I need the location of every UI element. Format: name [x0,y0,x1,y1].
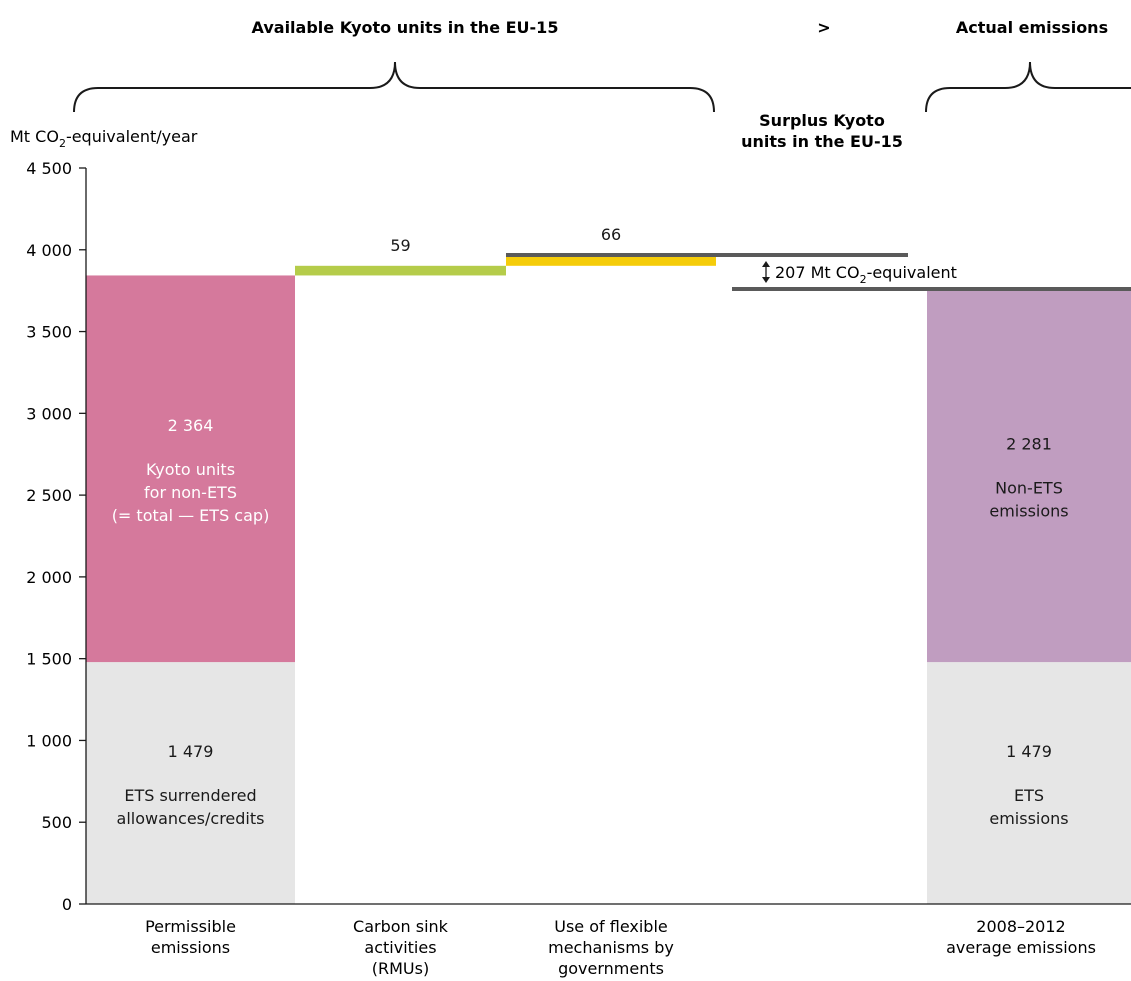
segment-description-label: emissions [989,502,1068,521]
y-tick-label: 2 000 [26,568,72,587]
segment-value-label: 1 479 [168,742,214,761]
x-axis: Permissible emissions Carbon sink activitie… [86,903,1131,978]
surplus-title-line2: units in the EU-15 [741,132,903,151]
segment-description-label: allowances/credits [117,809,265,828]
x-category-label: emissions [151,938,230,957]
surplus-title-line1: Surplus Kyoto [759,111,885,130]
segment-value-label: 59 [390,236,410,255]
brace-available [73,61,715,113]
x-category-label: Use of flexible [554,917,667,936]
surplus-arrow-head-bottom [762,277,770,284]
surplus-annotation: 207 Mt CO2-equivalent [762,261,957,286]
y-tick-label: 1 000 [26,731,72,750]
segment-description-label: Kyoto units [146,460,235,479]
x-category-label: Permissible [145,917,236,936]
y-axis-label: Mt CO2-equivalent/year [10,127,198,150]
segment-description-label: ETS surrendered [124,786,256,805]
header-greater-than: > [817,18,830,37]
bar-segment-1 [86,275,295,663]
bar-segment-3 [506,255,716,266]
surplus-label: 207 Mt CO2-equivalent [775,263,957,286]
segment-description-label: for non-ETS [144,483,237,502]
x-category-label: governments [558,959,664,978]
bar-segment-0 [86,662,295,904]
y-tick-label: 500 [41,813,72,832]
surplus-arrow-head-top [762,261,770,268]
y-tick-label: 2 500 [26,486,72,505]
segment-description-label: (= total — ETS cap) [112,506,270,525]
y-tick-label: 4 500 [26,159,72,178]
y-tick-label: 0 [62,895,72,914]
y-axis: 0 500 1 000 1 500 2 000 2 500 3 000 3 500 4 000 4… [26,159,87,914]
y-tick-label: 3 000 [26,404,72,423]
x-category-label: mechanisms by [548,938,674,957]
segment-description-label: emissions [989,809,1068,828]
header-actual: Actual emissions [956,18,1108,37]
bar-segment-5 [927,289,1131,663]
segment-description-label: Non-ETS [995,479,1063,498]
segment-description-label: ETS [1014,786,1044,805]
y-tick-label: 3 500 [26,323,72,342]
plot-area: 1 479 ETS surrendered allowances/credits 2 … [86,225,1131,904]
segment-value-label: 1 479 [1006,742,1052,761]
header-available: Available Kyoto units in the EU-15 [252,18,559,37]
x-category-label: (RMUs) [372,959,429,978]
brace-actual [925,61,1131,113]
y-tick-label: 4 000 [26,241,72,260]
x-category-label: Carbon sink [353,917,449,936]
bar-segment-4 [927,662,1131,904]
x-category-label: average emissions [946,938,1096,957]
segment-value-label: 2 281 [1006,435,1052,454]
segment-value-label: 2 364 [168,416,214,435]
x-category-label: 2008–2012 [976,917,1065,936]
segment-value-label: 66 [601,225,621,244]
x-category-label: activities [364,938,436,957]
bar-segment-2 [295,265,506,276]
y-tick-label: 1 500 [26,650,72,669]
